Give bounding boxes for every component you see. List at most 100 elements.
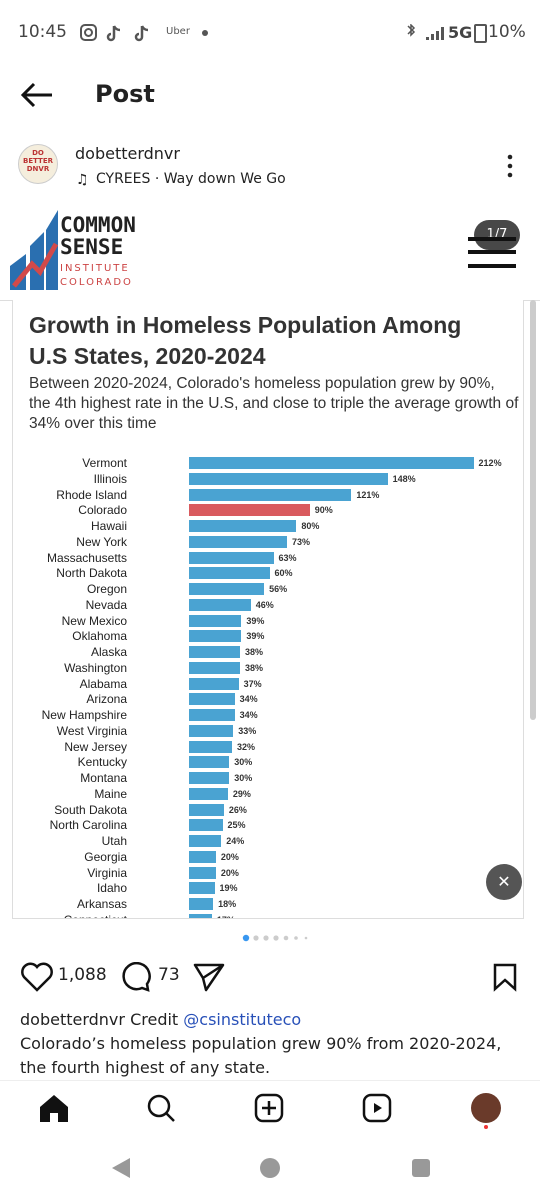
bar xyxy=(189,850,216,863)
data-label: 56% xyxy=(269,584,288,594)
y-tick-label: New Jersey xyxy=(64,739,127,754)
bar xyxy=(189,567,270,580)
more-button[interactable] xyxy=(506,154,514,178)
avatar[interactable]: DO BETTER DNVR xyxy=(18,144,58,184)
y-tick-label: Connecticut xyxy=(13,913,127,918)
back-button[interactable] xyxy=(20,82,54,108)
data-label: 30% xyxy=(234,757,253,768)
data-label: 38% xyxy=(245,647,264,657)
bar xyxy=(189,614,242,627)
data-label: 18% xyxy=(218,899,237,909)
bar xyxy=(189,819,223,832)
like-button[interactable] xyxy=(20,962,54,992)
page-badge: 1/7 xyxy=(474,220,520,250)
bar xyxy=(189,488,352,501)
header-title: Post xyxy=(95,80,155,108)
bar xyxy=(189,535,287,548)
data-label: 39% xyxy=(246,631,265,642)
data-label: 80% xyxy=(301,521,320,531)
sys-home[interactable] xyxy=(260,1158,280,1178)
caption-mention[interactable]: @csinstituteco xyxy=(183,1010,302,1029)
bar xyxy=(189,472,388,485)
data-label: 24% xyxy=(226,836,245,846)
data-label: 17% xyxy=(217,915,235,918)
bar xyxy=(189,504,310,517)
y-tick-label: Arizona xyxy=(86,692,127,707)
y-tick-label: Kentucky xyxy=(77,755,127,770)
bar xyxy=(189,724,234,737)
data-label: 212% xyxy=(478,458,502,468)
profile-dot xyxy=(484,1125,488,1129)
chart-title: Growth in Homeless Population Among U.S … xyxy=(29,312,462,369)
y-tick-label: New Mexico xyxy=(61,613,127,628)
y-tick-label: Idaho xyxy=(96,881,127,896)
home-tab[interactable] xyxy=(40,1095,68,1122)
sys-recent[interactable] xyxy=(412,1159,430,1177)
bar xyxy=(189,913,212,918)
music[interactable]: CYREES · Way down We Go xyxy=(96,171,286,187)
share-button[interactable] xyxy=(192,962,226,992)
data-label: 33% xyxy=(238,725,257,736)
data-label: 148% xyxy=(392,473,416,484)
bar xyxy=(189,646,240,658)
bar xyxy=(189,598,251,611)
bar xyxy=(189,693,235,706)
logo-line: COLORADO xyxy=(60,277,133,288)
profile-tab[interactable] xyxy=(471,1093,501,1123)
y-tick-label: West Virginia xyxy=(56,723,127,738)
y-tick-label: New Hampshire xyxy=(41,708,127,722)
data-label: 34% xyxy=(239,694,258,705)
bar xyxy=(189,803,224,816)
data-label: 90% xyxy=(314,505,333,516)
data-label: 73% xyxy=(291,536,310,547)
search-tab[interactable] xyxy=(147,1094,175,1122)
username[interactable]: dobetterdnvr xyxy=(75,144,180,163)
caption-user[interactable]: dobetterdnvr xyxy=(20,1010,125,1029)
data-label: 46% xyxy=(255,599,274,610)
bar xyxy=(189,630,242,643)
y-tick-label: Nevada xyxy=(85,597,127,612)
nav-icons xyxy=(40,1093,501,1129)
data-label: 19% xyxy=(219,883,238,894)
y-tick-label: Colorado xyxy=(78,503,127,518)
bar xyxy=(189,787,228,800)
logo-line: INSTITUTE xyxy=(60,263,130,274)
y-tick-label: Oklahoma xyxy=(72,629,127,644)
bar xyxy=(189,835,222,847)
uber-icon: Uber xyxy=(166,26,190,37)
data-label: 39% xyxy=(246,615,265,626)
bar xyxy=(189,457,474,469)
battery-icon xyxy=(474,24,487,43)
bar xyxy=(189,756,230,769)
y-tick-label: Virginia xyxy=(87,865,127,880)
caption: dobetterdnvr Credit @csinstituteco Color… xyxy=(20,1008,520,1080)
data-label: 30% xyxy=(234,773,253,783)
bar xyxy=(189,898,214,910)
create-tab[interactable] xyxy=(254,1093,284,1123)
bar xyxy=(189,583,265,595)
status-icons xyxy=(80,24,149,42)
mute-button[interactable]: ✕ xyxy=(486,864,522,900)
y-tick-label: Georgia xyxy=(84,849,127,864)
sys-back[interactable] xyxy=(112,1158,130,1178)
save-button[interactable] xyxy=(492,962,518,992)
y-tick-label: Illinois xyxy=(93,471,127,486)
bar xyxy=(189,661,240,674)
bar xyxy=(189,740,232,753)
music-icon: ♫ xyxy=(76,172,89,188)
data-label: 25% xyxy=(227,820,246,831)
reels-tab[interactable] xyxy=(362,1093,392,1123)
y-tick-label: New York xyxy=(76,534,127,549)
data-label: 60% xyxy=(274,568,293,579)
caption-credit: Credit xyxy=(130,1010,179,1029)
y-tick-label: Montana xyxy=(80,771,127,785)
data-label: 20% xyxy=(220,867,239,878)
y-tick-label: Massachusetts xyxy=(46,550,127,565)
carousel-dots xyxy=(242,934,308,942)
data-label: 37% xyxy=(243,678,262,689)
comment-button[interactable] xyxy=(120,962,152,992)
y-tick-label: Vermont xyxy=(82,456,127,470)
network: 5G xyxy=(448,23,473,42)
logo-text: COMMON SENSE xyxy=(60,214,136,258)
